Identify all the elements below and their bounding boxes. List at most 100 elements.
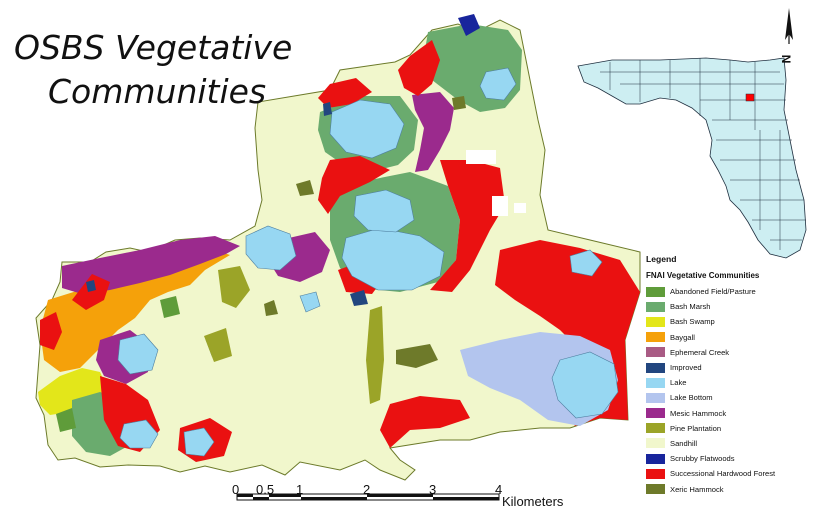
- hardwood-forest-center: [430, 160, 505, 292]
- improved-patch3: [86, 280, 96, 292]
- legend-label: Mesic Hammock: [670, 408, 727, 418]
- hardwood-forest-northwest: [318, 78, 372, 108]
- legend-swatch: [646, 484, 665, 495]
- improved-patch: [350, 290, 368, 306]
- lake-west2: [117, 333, 159, 375]
- mesic-hammock-ring: [412, 92, 454, 172]
- pine-plantation-patch: [218, 266, 250, 308]
- legend-swatch: [646, 332, 665, 343]
- legend-heading: Legend: [646, 254, 677, 264]
- pine-plantation-patch3: [396, 344, 438, 368]
- cutout3: [514, 203, 526, 213]
- lake-mid: [353, 189, 415, 233]
- osbs-location-marker: [745, 93, 755, 102]
- hardwood-forest-north: [398, 40, 440, 96]
- legend-label: Baygall: [670, 332, 695, 342]
- lake-east: [551, 351, 619, 419]
- cutout: [466, 150, 496, 164]
- lake-center: [341, 227, 445, 291]
- abandoned-field-patch2: [160, 296, 180, 318]
- pine-plantation-patch2: [204, 328, 232, 362]
- lake-small: [299, 291, 321, 313]
- legend-label: Bash Swamp: [670, 317, 715, 327]
- legend-swatch: [646, 377, 665, 388]
- legend-swatch: [646, 408, 665, 419]
- abandoned-field-patch: [56, 408, 76, 432]
- legend-swatch: [646, 468, 665, 479]
- cutout2: [492, 196, 508, 216]
- legend-swatch: [646, 316, 665, 327]
- north-arrow-icon: [785, 8, 793, 44]
- legend-item: Lake: [646, 375, 814, 390]
- legend-subheading: FNAI Vegetative Communities: [646, 271, 760, 280]
- lake-southwest: [119, 419, 159, 449]
- legend-label: Bash Marsh: [670, 302, 711, 312]
- florida-outline: [577, 57, 807, 259]
- legend-label: Pine Plantation: [670, 423, 722, 433]
- legend-item: Bash Marsh: [646, 299, 814, 314]
- lake-north: [329, 99, 405, 159]
- legend-swatch: [646, 453, 665, 464]
- legend-item: Sandhill: [646, 436, 814, 451]
- xeric-hammock-patch: [296, 180, 314, 196]
- legend-item: Scrubby Flatwoods: [646, 451, 814, 466]
- legend-swatch: [646, 423, 665, 434]
- florida-inset: [577, 57, 807, 259]
- hardwood-forest-patch: [40, 312, 62, 350]
- legend-label: Ephemeral Creek: [670, 347, 730, 357]
- legend-item: Ephemeral Creek: [646, 345, 814, 360]
- legend-label: Sandhill: [670, 438, 698, 448]
- lake-west: [245, 225, 297, 271]
- legend-item: Lake Bottom: [646, 390, 814, 405]
- scrubby-flatwoods-patch: [458, 14, 480, 36]
- hardwood-forest-ring: [318, 156, 390, 214]
- north-arrow-label: N: [779, 54, 794, 64]
- legend-item: Mesic Hammock: [646, 406, 814, 421]
- scale-tick-1: 1: [296, 482, 304, 497]
- pine-plantation-strip: [366, 306, 384, 404]
- legend-swatch: [646, 362, 665, 373]
- hardwood-forest-south: [380, 396, 470, 448]
- legend-label: Scrubby Flatwoods: [670, 454, 735, 464]
- legend-label: Abandoned Field/Pasture: [670, 287, 756, 297]
- county-lines: [600, 58, 806, 250]
- scale-tick-0-5: 0.5: [256, 482, 275, 497]
- hardwood-forest-west: [72, 274, 110, 310]
- xeric-hammock-patch2: [452, 96, 466, 110]
- legend-label: Xeric Hammock: [670, 484, 724, 494]
- scale-tick-2: 2: [363, 482, 371, 497]
- legend-label: Successional Hardwood Forest: [670, 469, 776, 479]
- legend-swatch: [646, 286, 665, 297]
- scale-bar: [236, 493, 500, 501]
- scale-tick-4: 4: [495, 482, 503, 497]
- legend-swatch: [646, 392, 665, 403]
- legend-item: Pine Plantation: [646, 421, 814, 436]
- mesic-hammock-band: [62, 236, 240, 294]
- scale-tick-3: 3: [429, 482, 437, 497]
- scale-unit-label: Kilometers: [502, 494, 564, 509]
- legend-item: Successional Hardwood Forest: [646, 466, 814, 481]
- title-line-2: Communities: [48, 72, 267, 111]
- improved-patch2: [323, 102, 332, 116]
- lake-south: [183, 427, 215, 457]
- legend-swatch: [646, 347, 665, 358]
- legend-items: Abandoned Field/Pasture Bash Marsh Bash Sw…: [646, 284, 814, 497]
- legend-swatch: [646, 301, 665, 312]
- title-line-1: OSBS Vegetative: [14, 28, 293, 67]
- map-title: OSBS Vegetative Communities: [14, 26, 292, 114]
- legend-swatch: [646, 438, 665, 449]
- legend-label: Improved: [670, 363, 702, 373]
- legend: Legend FNAI Vegetative Communities Aband…: [646, 254, 814, 497]
- legend-label: Lake: [670, 378, 687, 388]
- legend-item: Improved: [646, 360, 814, 375]
- scale-tick-0: 0: [232, 482, 240, 497]
- legend-item: Bash Swamp: [646, 314, 814, 329]
- xeric-hammock-patch3: [264, 300, 278, 316]
- legend-item: Xeric Hammock: [646, 481, 814, 496]
- baygall-area: [40, 250, 230, 372]
- legend-label: Lake Bottom: [670, 393, 713, 403]
- legend-item: Baygall: [646, 330, 814, 345]
- lake-northeast: [479, 67, 517, 101]
- legend-item: Abandoned Field/Pasture: [646, 284, 814, 299]
